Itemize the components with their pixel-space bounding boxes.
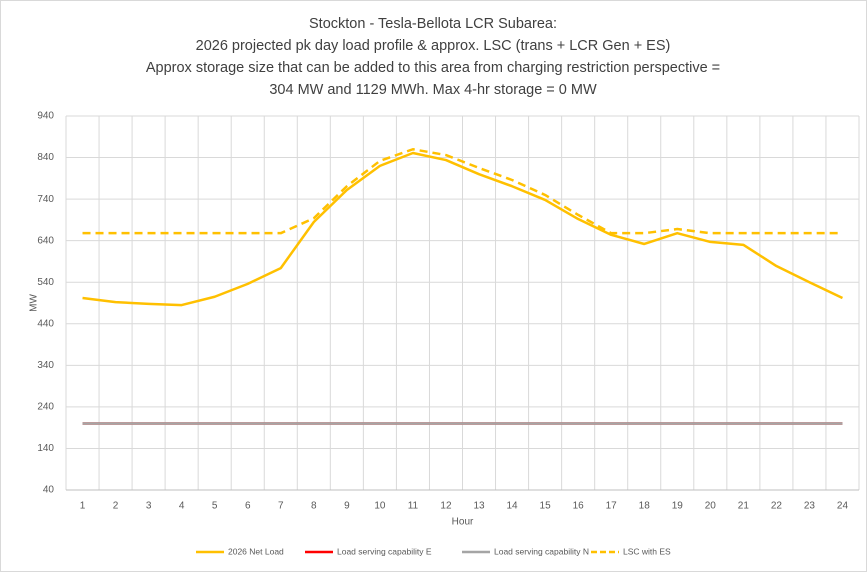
x-tick-label: 19 xyxy=(672,501,684,512)
y-axis-label: MW xyxy=(29,294,40,312)
x-tick-label: 2 xyxy=(113,501,119,512)
x-tick-label: 21 xyxy=(738,501,750,512)
x-tick-label: 7 xyxy=(278,501,284,512)
x-tick-label: 4 xyxy=(179,501,185,512)
x-tick-label: 17 xyxy=(606,501,618,512)
y-tick-label: 40 xyxy=(43,485,55,496)
y-tick-label: 340 xyxy=(37,360,54,371)
legend-label: 2026 Net Load xyxy=(228,546,284,556)
x-tick-label: 20 xyxy=(705,501,717,512)
x-tick-label: 6 xyxy=(245,501,251,512)
chart-title: 304 MW and 1129 MWh. Max 4-hr storage = … xyxy=(269,82,597,98)
legend-label: Load serving capability N xyxy=(494,546,589,556)
x-tick-label: 9 xyxy=(344,501,350,512)
x-tick-label: 12 xyxy=(440,501,452,512)
x-tick-label: 24 xyxy=(837,501,849,512)
chart-title: Approx storage size that can be added to… xyxy=(146,60,720,76)
x-axis-label: Hour xyxy=(452,517,474,528)
y-tick-label: 640 xyxy=(37,235,54,246)
y-tick-label: 940 xyxy=(37,111,54,122)
x-tick-label: 1 xyxy=(80,501,86,512)
legend-label: Load serving capability E xyxy=(337,546,432,556)
y-tick-label: 740 xyxy=(37,194,54,205)
x-tick-label: 10 xyxy=(374,501,386,512)
x-tick-label: 11 xyxy=(408,501,419,512)
x-tick-label: 14 xyxy=(507,501,519,512)
x-tick-label: 5 xyxy=(212,501,218,512)
y-tick-label: 840 xyxy=(37,152,54,163)
x-tick-label: 16 xyxy=(573,501,585,512)
x-tick-label: 22 xyxy=(771,501,783,512)
chart-title: Stockton - Tesla-Bellota LCR Subarea: xyxy=(309,16,557,32)
legend-label: LSC with ES xyxy=(623,546,671,556)
x-tick-label: 8 xyxy=(311,501,317,512)
y-tick-label: 540 xyxy=(37,277,54,288)
series-line xyxy=(82,151,844,307)
series-line xyxy=(82,147,843,235)
x-tick-label: 3 xyxy=(146,501,152,512)
y-tick-label: 440 xyxy=(37,318,54,329)
y-tick-label: 240 xyxy=(37,402,54,413)
x-tick-label: 18 xyxy=(639,501,651,512)
y-tick-label: 140 xyxy=(37,443,54,454)
x-tick-label: 23 xyxy=(804,501,816,512)
chart-title: 2026 projected pk day load profile & app… xyxy=(196,38,671,54)
x-tick-label: 15 xyxy=(540,501,552,512)
x-tick-label: 13 xyxy=(473,501,485,512)
